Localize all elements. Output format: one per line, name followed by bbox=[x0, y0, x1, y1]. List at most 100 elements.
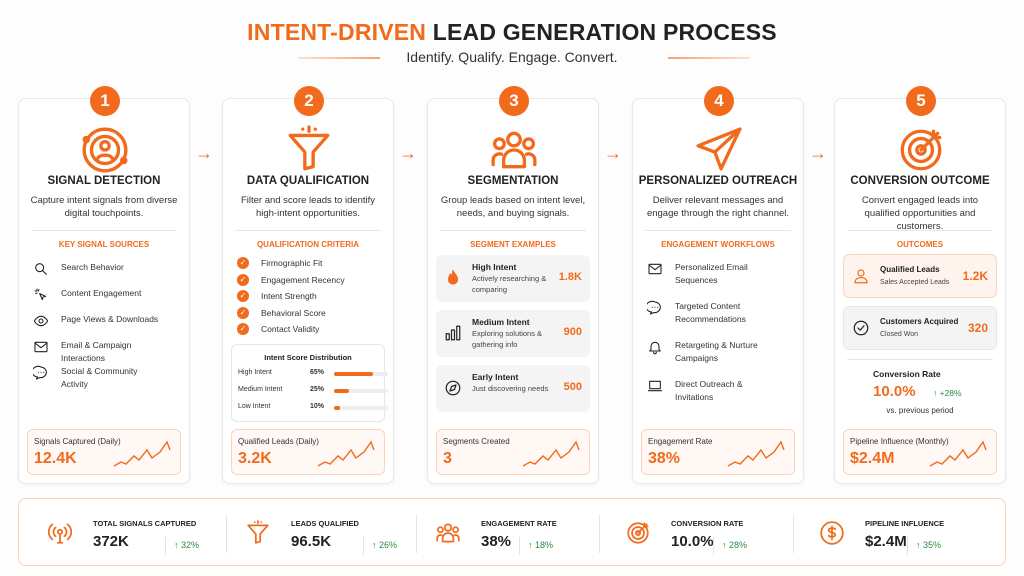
step-card-4: 4 PERSONALIZED OUTREACH Deliver relevant… bbox=[632, 86, 804, 484]
distribution-row: High Intent 65% bbox=[238, 369, 388, 376]
list-item: Personalized Email Sequences bbox=[647, 261, 797, 286]
progress-bar bbox=[334, 389, 388, 393]
distribution-row: Medium Intent 25% bbox=[238, 386, 388, 393]
step-number-badge: 3 bbox=[499, 86, 529, 116]
list-item: Direct Outreach & Invitations bbox=[647, 378, 797, 403]
progress-fill bbox=[334, 372, 374, 376]
step-metric: Qualified Leads (Daily) 3.2K bbox=[231, 429, 385, 475]
sparkline-chart bbox=[929, 440, 987, 467]
divider bbox=[847, 230, 993, 231]
step-card-3: 3 SEGMENTATION Group leads based on inte… bbox=[427, 86, 599, 484]
section-label: OUTCOMES bbox=[896, 240, 944, 249]
step-description: Group leads based on intent level, needs… bbox=[440, 195, 586, 219]
step-metric: Engagement Rate 38% bbox=[641, 429, 795, 475]
funnel-icon bbox=[284, 125, 334, 171]
kpi-summary-bar: TOTAL SIGNALS CAPTURED 372K ↑ 32% LEADS QUA… bbox=[18, 498, 1006, 566]
step-title: DATA QUALIFICATION bbox=[246, 175, 370, 187]
sparkline-chart bbox=[113, 440, 171, 467]
divider bbox=[226, 515, 227, 553]
laptop-icon bbox=[647, 378, 675, 398]
list-item: Page Views & Downloads bbox=[33, 313, 183, 333]
sparkline-chart bbox=[317, 440, 375, 467]
divider bbox=[416, 515, 417, 553]
list-item: Retargeting & Nurture Campaigns bbox=[647, 339, 797, 364]
step-metric: Segments Created 3 bbox=[436, 429, 590, 475]
section-label: KEY SIGNAL SOURCES bbox=[58, 240, 150, 249]
bell-icon bbox=[647, 339, 675, 359]
sparkline-chart bbox=[522, 440, 580, 467]
list-item: Targeted Content Recommendations bbox=[645, 300, 797, 325]
arrow-right-icon: → bbox=[809, 143, 827, 163]
criteria-item: ✓ Firmographic Fit bbox=[237, 257, 322, 270]
step-card-2: 2 DATA QUALIFICATION Filter and score le… bbox=[222, 86, 394, 484]
paper-plane-icon bbox=[694, 125, 744, 171]
divider bbox=[298, 57, 380, 59]
outcome-item: Qualified Leads Sales Accepted Leads 1.2K bbox=[843, 254, 997, 298]
check-icon: ✓ bbox=[237, 323, 249, 335]
segment-item: High Intent Actively researching & compar… bbox=[436, 255, 590, 302]
list-item: Social & Community Activity bbox=[31, 365, 183, 390]
distribution-row: Low Intent 10% bbox=[238, 403, 388, 410]
section-label: SEGMENT EXAMPLES bbox=[470, 240, 556, 249]
conversion-label: Conversion Rate bbox=[873, 369, 941, 379]
step-number-badge: 5 bbox=[906, 86, 936, 116]
step-card-1: 1 SIGNAL DETECTION Capture intent signal… bbox=[18, 86, 190, 484]
criteria-item: ✓ Intent Strength bbox=[237, 290, 317, 303]
sparkline-chart bbox=[727, 440, 785, 467]
conversion-change: ↑ +28% bbox=[933, 388, 962, 398]
divider bbox=[235, 230, 381, 231]
step-number-badge: 1 bbox=[90, 86, 120, 116]
step-metric: Pipeline Influence (Monthly) $2.4M bbox=[843, 429, 997, 475]
progress-fill bbox=[334, 389, 350, 393]
cursor-click-icon bbox=[33, 287, 61, 307]
divider bbox=[847, 359, 993, 360]
arrow-right-icon: → bbox=[604, 143, 622, 163]
page-title: INTENT-DRIVEN LEAD GENERATION PROCESS bbox=[247, 19, 777, 45]
kpi-item: CONVERSION RATE 10.0% ↑ 28% bbox=[625, 499, 805, 567]
check-icon: ✓ bbox=[237, 306, 249, 319]
segment-item: Early Intent Just discovering needs 500 bbox=[436, 365, 590, 412]
arrow-right-icon: → bbox=[399, 143, 417, 163]
criteria-item: ✓ Behavioral Score bbox=[237, 306, 326, 320]
divider bbox=[599, 515, 600, 553]
step-description: Capture intent signals from diverse digi… bbox=[30, 195, 178, 219]
outcome-item: Customers Acquired Closed Won 320 bbox=[843, 306, 997, 350]
criteria-item: ✓ Contact Validity bbox=[237, 323, 319, 336]
chat-icon bbox=[31, 365, 61, 385]
divider bbox=[31, 230, 177, 231]
step-description: Convert engaged leads into qualified opp… bbox=[861, 195, 979, 232]
chat-icon bbox=[645, 300, 675, 320]
list-item: Search Behavior bbox=[33, 261, 183, 281]
kpi-item: ENGAGEMENT RATE 38% ↑ 18% bbox=[435, 499, 615, 567]
section-label: QUALIFICATION CRITERIA bbox=[256, 240, 360, 249]
check-icon: ✓ bbox=[237, 273, 249, 286]
step-title: SEGMENTATION bbox=[467, 175, 559, 187]
divider bbox=[793, 515, 794, 553]
target-icon bbox=[896, 125, 946, 171]
check-icon: ✓ bbox=[237, 257, 249, 269]
kpi-item: LEADS QUALIFIED 96.5K ↑ 26% bbox=[245, 499, 425, 567]
radar-user-icon bbox=[80, 125, 130, 173]
check-icon: ✓ bbox=[237, 290, 249, 302]
step-title: SIGNAL DETECTION bbox=[47, 175, 161, 187]
step-description: Deliver relevant messages and engage thr… bbox=[646, 195, 790, 219]
search-icon bbox=[33, 261, 61, 281]
segment-item: Medium Intent Exploring solutions & gathe… bbox=[436, 310, 590, 357]
divider bbox=[440, 230, 586, 231]
conversion-note: vs. previous period bbox=[886, 406, 954, 415]
kpi-item: PIPELINE INFLUENCE $2.4M ↑ 35% bbox=[819, 499, 999, 567]
progress-bar bbox=[334, 372, 388, 376]
divider bbox=[645, 230, 791, 231]
step-title: PERSONALIZED OUTREACH bbox=[638, 175, 798, 187]
list-item: Content Engagement bbox=[33, 287, 183, 307]
mail-icon bbox=[33, 339, 61, 359]
eye-icon bbox=[33, 313, 61, 333]
intent-score-distribution: Intent Score Distribution High Intent 65% M… bbox=[231, 344, 388, 422]
criteria-item: ✓ Engagement Recency bbox=[237, 273, 345, 287]
step-metric: Signals Captured (Daily) 12.4K bbox=[27, 429, 181, 475]
list-item: Email & Campaign Interactions bbox=[33, 339, 183, 364]
step-description: Filter and score leads to identify high-… bbox=[240, 195, 376, 219]
mail-icon bbox=[647, 261, 675, 281]
kpi-item: TOTAL SIGNALS CAPTURED 372K ↑ 32% bbox=[47, 499, 227, 567]
conversion-value: 10.0% bbox=[873, 383, 916, 400]
